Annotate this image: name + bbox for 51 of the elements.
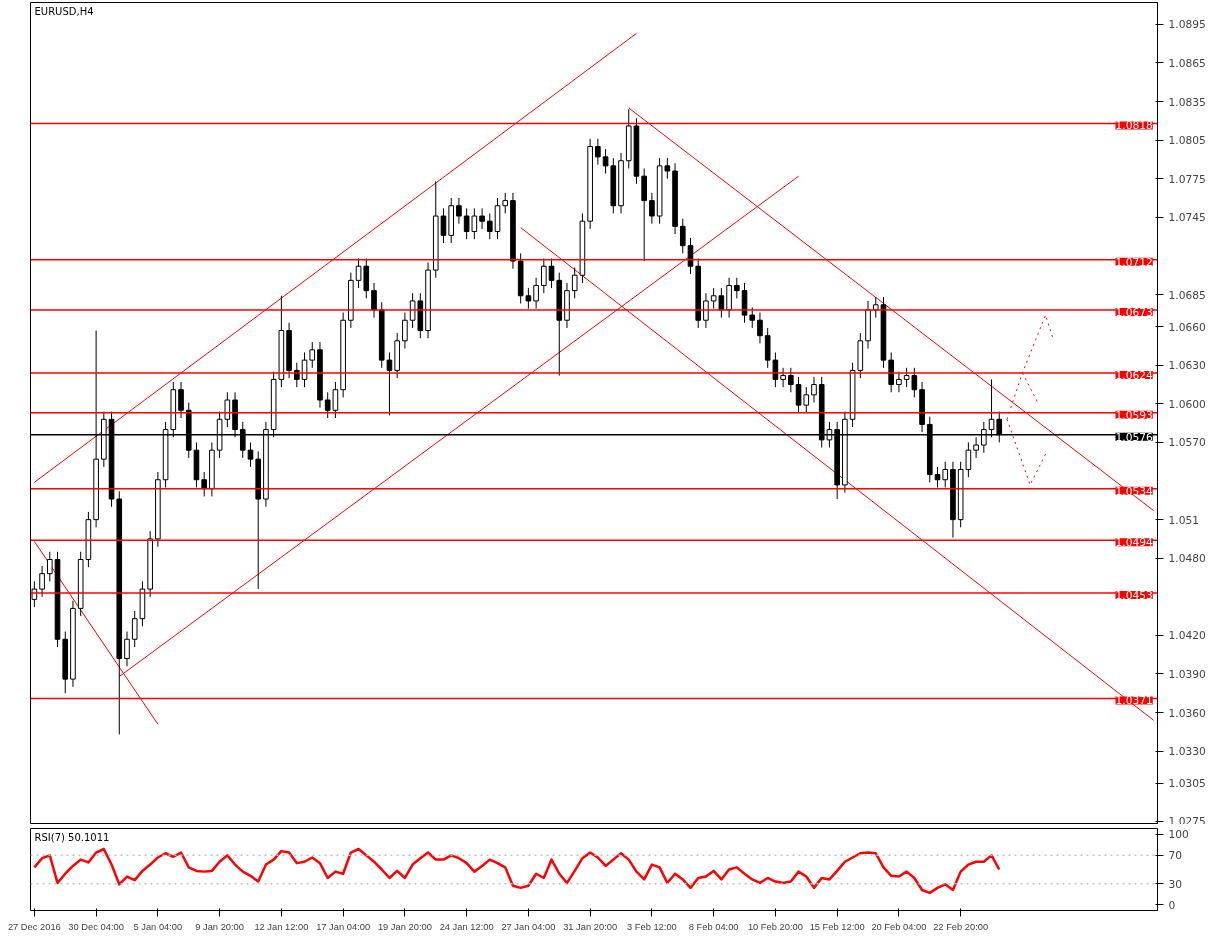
y-tick-label: 1.0390 — [1168, 667, 1207, 681]
category-label: 19 Jan 20:00 — [377, 921, 432, 932]
y-tick-label: 1.0775 — [1168, 172, 1206, 186]
y-tick-label: 100 — [1168, 828, 1190, 842]
ref-line-label: 1.0712 — [1115, 255, 1153, 269]
category-label: 9 Jan 20:00 — [195, 921, 245, 932]
y-tick-label: 1.0745 — [1168, 211, 1206, 225]
category-label: 20 Feb 04:00 — [871, 921, 927, 932]
ref-line-label: 1.0534 — [1115, 484, 1154, 498]
y-tick-label: 1.0570 — [1168, 436, 1207, 450]
y-tick-label: 1.0630 — [1168, 359, 1207, 373]
category-label: 17 Jan 04:00 — [316, 921, 371, 932]
ref-line-label: 1.0673 — [1115, 305, 1153, 319]
category-label: 27 Jan 04:00 — [501, 921, 556, 932]
category-label: 5 Jan 04:00 — [133, 921, 183, 932]
category-label: 3 Feb 12:00 — [627, 921, 677, 932]
ref-line-label: 1.0371 — [1115, 694, 1153, 708]
y-tick-label: 1.0660 — [1168, 320, 1207, 334]
ref-line-label: 1.0453 — [1115, 588, 1153, 602]
ref-line-label: 1.0818 — [1115, 119, 1154, 133]
category-label: 10 Feb 20:00 — [747, 921, 803, 932]
ref-line-label: 1.0576 — [1115, 430, 1154, 444]
category-label: 31 Jan 20:00 — [563, 921, 618, 932]
ref-line-label: 1.0624 — [1115, 368, 1154, 382]
category-label: 15 Feb 12:00 — [809, 921, 865, 932]
y-tick-label: 1.0895 — [1168, 18, 1206, 32]
category-label: 12 Jan 12:00 — [254, 921, 309, 932]
y-tick-label: 1.0360 — [1168, 706, 1207, 720]
y-tick-label: 1.0305 — [1168, 777, 1206, 791]
y-tick-label: 1.0330 — [1168, 745, 1207, 759]
y-tick-label: 1.0805 — [1168, 134, 1206, 148]
y-tick-label: 1.0420 — [1168, 629, 1207, 643]
y-tick-label: 1.0600 — [1168, 397, 1207, 411]
y-tick-label: 70 — [1168, 849, 1183, 863]
y-tick-label: 30 — [1168, 877, 1183, 891]
ref-line-label: 1.0494 — [1115, 536, 1154, 550]
y-tick-label: 1.0685 — [1168, 288, 1206, 302]
y-tick-label: 0 — [1168, 898, 1176, 912]
y-tick-label: 1.0835 — [1168, 95, 1206, 109]
y-tick-label: 1.0275 — [1168, 814, 1206, 828]
y-tick-label: 1.0865 — [1168, 56, 1206, 70]
y-tick-label: 1.0480 — [1168, 552, 1207, 566]
category-label: 30 Dec 04:00 — [68, 921, 124, 932]
category-label: 22 Feb 20:00 — [933, 921, 989, 932]
category-label: 27 Dec 2016 — [7, 921, 61, 932]
chart-title: EURUSD,H4 — [34, 5, 94, 17]
category-label: 8 Feb 04:00 — [688, 921, 739, 932]
category-label: 24 Jan 12:00 — [439, 921, 494, 932]
chart-title: RSI(7) 50.1011 — [34, 831, 110, 843]
y-tick-label: 1.051 — [1168, 513, 1200, 527]
ref-line-label: 1.0593 — [1115, 408, 1153, 422]
